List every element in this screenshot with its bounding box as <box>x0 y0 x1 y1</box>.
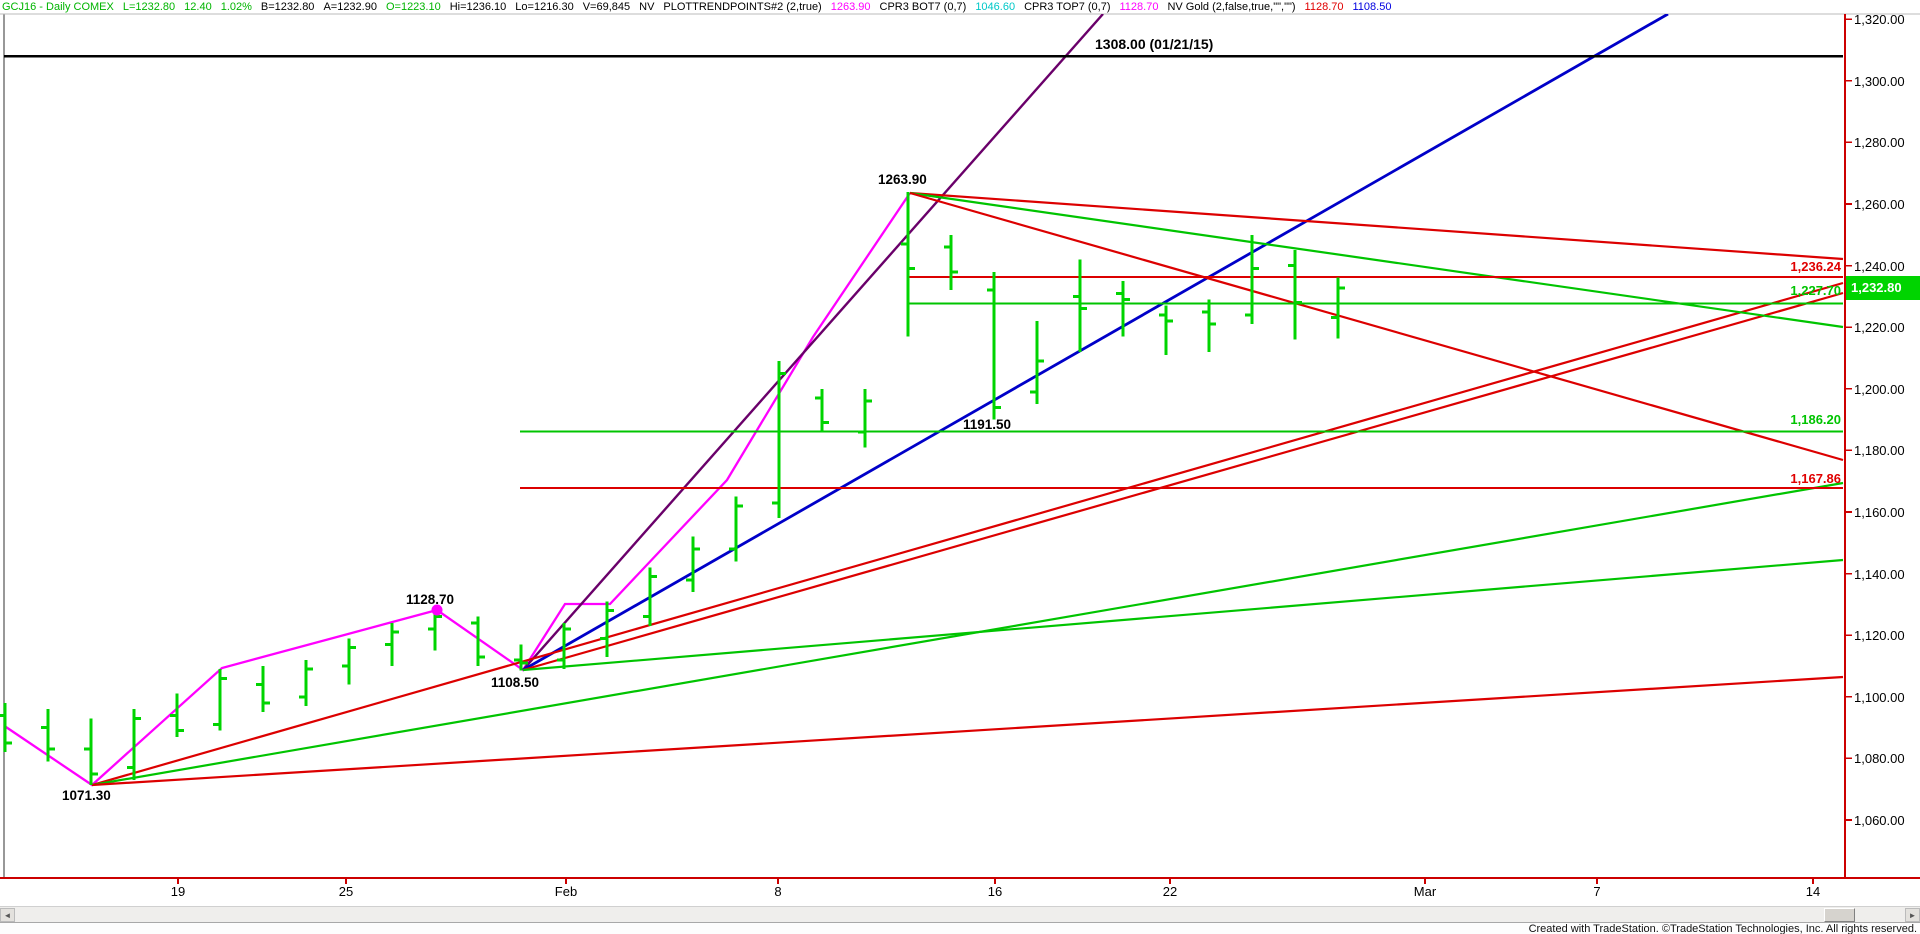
info-segment: A=1232.90 <box>323 1 377 13</box>
trendline-uptrend-steep-purple[interactable] <box>522 14 1104 671</box>
info-segment: 1263.90 <box>830 1 871 13</box>
trendline-fan-red-from-1108[interactable] <box>522 291 1844 672</box>
copyright-text: Created with TradeStation. ©TradeStation… <box>1528 923 1917 934</box>
info-segment: 12.40 <box>184 1 212 13</box>
y-axis-tick-label: 1,320.00 <box>1854 12 1905 28</box>
info-segment: O=1223.10 <box>385 1 441 13</box>
info-segment: PLOTTRENDPOINTS#2 (2,true) <box>663 1 822 13</box>
price-bars <box>0 192 1345 786</box>
price-annotation: 1263.90 <box>878 172 927 187</box>
y-axis-tick-label: 1,100.00 <box>1854 689 1905 705</box>
x-axis-tick-label: Feb <box>554 884 578 899</box>
info-segment: NV <box>639 1 655 13</box>
last-price-tag: 1,232.80 <box>1846 275 1920 300</box>
info-segment: 1128.70 <box>1304 1 1344 13</box>
x-axis-tick-label: 14 <box>1805 884 1821 899</box>
info-segment: CPR3 TOP7 (0,7) <box>1024 1 1111 13</box>
trendline-downtrend-green[interactable] <box>909 191 1844 329</box>
y-axis-tick-label: 1,120.00 <box>1854 628 1905 644</box>
price-annotation: 1,167.86 <box>1790 471 1841 486</box>
y-axis-tick-label: 1,060.00 <box>1854 813 1905 828</box>
x-axis-tick-label: Mar <box>1413 884 1437 899</box>
trendline-downtrend-red-steep[interactable] <box>909 191 1844 462</box>
info-segment: Hi=1236.10 <box>449 1 507 13</box>
x-axis-tick-label: 25 <box>338 884 354 899</box>
info-segment: 1.02% <box>220 1 252 13</box>
swing-high-dot <box>431 604 443 616</box>
x-axis-tick-label: 16 <box>987 884 1003 899</box>
trendline-fan-red-from-1071-upper[interactable] <box>91 281 1844 787</box>
info-segment: CPR3 BOT7 (0,7) <box>879 1 967 13</box>
y-axis-tick-label: 1,200.00 <box>1854 381 1905 397</box>
y-axis-tick-label: 1,240.00 <box>1854 258 1905 274</box>
info-segment: Lo=1216.30 <box>515 1 574 13</box>
trendline-swing-line[interactable] <box>0 192 911 787</box>
y-axis-tick-label: 1,160.00 <box>1854 505 1905 520</box>
info-segment: 1128.70 <box>1119 1 1159 13</box>
x-axis-scrollbar[interactable]: ◄ ► <box>0 906 1920 923</box>
info-segment: L=1232.80 <box>122 1 176 13</box>
y-axis-tick-label: 1,280.00 <box>1854 135 1905 151</box>
y-axis-tick-label: 1,080.00 <box>1854 751 1905 767</box>
info-segment: 1108.50 <box>1352 1 1392 13</box>
price-annotation: 1071.30 <box>62 788 111 803</box>
scroll-left-arrow-icon[interactable]: ◄ <box>0 908 15 922</box>
price-annotation: 1,227.70 <box>1790 283 1841 298</box>
trendline-downtrend-red-shallow[interactable] <box>909 191 1844 261</box>
scrollbar-thumb[interactable] <box>1824 908 1855 922</box>
price-annotation: 1308.00 (01/21/15) <box>1095 36 1214 52</box>
y-axis-tick-label: 1,220.00 <box>1854 320 1905 336</box>
info-segment: 1046.60 <box>975 1 1016 13</box>
price-annotation: 1128.70 <box>406 592 455 607</box>
info-segment: V=69,845 <box>582 1 631 13</box>
trendline-fan-red-from-1071-lower[interactable] <box>91 675 1844 787</box>
info-segment: GCJ16 - Daily COMEX <box>2 1 114 13</box>
x-axis-tick-label: 22 <box>1162 884 1178 899</box>
y-axis-tick-label: 1,180.00 <box>1854 443 1905 459</box>
x-axis-tick-label: 19 <box>170 884 186 899</box>
y-axis-tick-label: 1,260.00 <box>1854 197 1905 212</box>
y-axis-tick-label: 1,300.00 <box>1854 73 1905 89</box>
symbol-info-bar: GCJ16 - Daily COMEX L=1232.80 12.40 1.02% B=… <box>0 0 1920 14</box>
trendline-fan-green-from-1108[interactable] <box>522 558 1844 672</box>
info-segment: B=1232.80 <box>260 1 315 13</box>
price-annotation: 1,236.24 <box>1790 259 1841 274</box>
price-annotation: 1191.50 <box>963 417 1012 432</box>
trendline-uptrend-blue[interactable] <box>522 14 1669 672</box>
scroll-right-arrow-icon[interactable]: ► <box>1905 908 1920 922</box>
status-bar: Created with TradeStation. ©TradeStation… <box>0 922 1920 934</box>
y-axis-tick-label: 1,140.00 <box>1854 566 1905 582</box>
price-annotation: 1,186.20 <box>1790 412 1841 427</box>
info-segment: NV Gold (2,false,true,"","") <box>1167 1 1296 13</box>
price-annotation: 1108.50 <box>491 675 540 690</box>
x-axis-tick-label: 8 <box>774 884 782 899</box>
x-axis-tick-label: 7 <box>1593 884 1601 899</box>
